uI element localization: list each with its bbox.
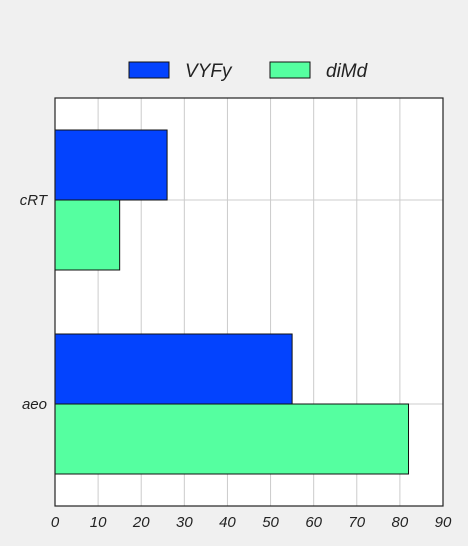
bar-VYFy-aeo <box>54 333 293 405</box>
x-tick-label-40: 40 <box>219 514 236 531</box>
x-tick-label-20: 20 <box>132 514 150 531</box>
x-tick-label-90: 90 <box>435 514 452 531</box>
x-tick-label-70: 70 <box>348 514 365 531</box>
plot-frame <box>54 97 444 507</box>
x-axis-ticks: 0 10 20 30 40 50 60 70 80 90 <box>51 514 452 531</box>
x-tick-label-30: 30 <box>176 514 193 531</box>
legend: VYFy diMd <box>128 61 369 82</box>
legend-swatch-VYFy <box>128 61 170 79</box>
x-tick-label-10: 10 <box>90 514 107 531</box>
x-tick-label-50: 50 <box>262 514 279 531</box>
x-tick-label-60: 60 <box>305 514 322 531</box>
bar-diMd-aeo <box>54 403 410 475</box>
bar-diMd-cRT <box>54 199 121 271</box>
x-tick-label-80: 80 <box>392 514 409 531</box>
y-category-label-aeo: aeo <box>22 396 47 413</box>
legend-label-diMd: diMd <box>326 61 369 82</box>
x-tick-label-0: 0 <box>51 514 60 531</box>
legend-swatch-diMd <box>269 61 311 79</box>
legend-label-VYFy: VYFy <box>185 61 233 82</box>
y-category-label-cRT: cRT <box>20 192 49 209</box>
y-axis-labels: cRT aeo <box>20 192 49 413</box>
bars <box>54 129 410 475</box>
bar-VYFy-cRT <box>54 129 168 201</box>
